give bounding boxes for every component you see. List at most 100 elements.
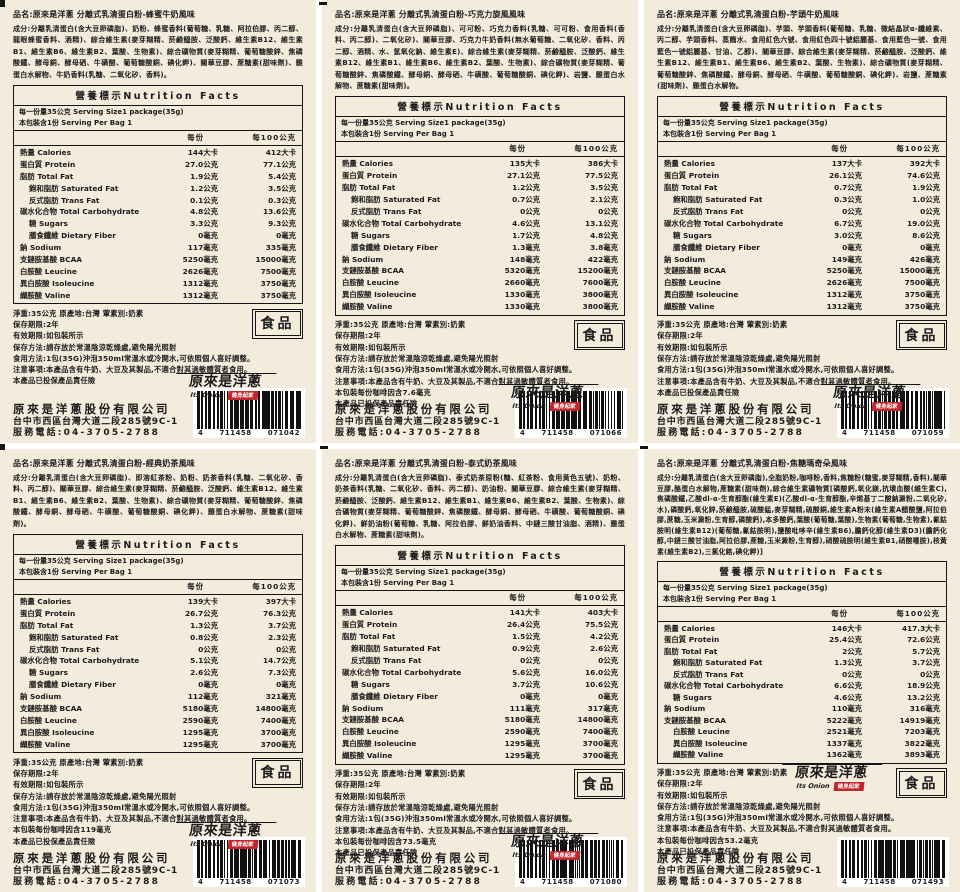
expiry-line: 有效期限:如包裝所示: [335, 791, 406, 801]
nutrient-name: 異白胺酸 Isoleucine: [342, 290, 417, 300]
product-label: 品名:原來是洋蔥 分離式乳清蛋白粉-巧克力旋風風味 成分:分離乳清蛋白(含大豆卵…: [322, 0, 638, 443]
nutrient-per-100g: 7500毫克: [260, 266, 296, 276]
nutrient-per-serving: 1312毫克: [826, 302, 862, 312]
nutrient-per-100g: 0.3公克: [268, 195, 296, 205]
nutrient-per-serving: 2.6公克: [190, 668, 218, 678]
nutrient-name: 熱量 Calories: [20, 596, 71, 606]
insurance-line: 本產品已投保產品責任險: [13, 836, 96, 846]
nutrient-per-serving: 26.1公克: [828, 171, 862, 181]
nutrient-per-serving: 112毫克: [187, 692, 218, 702]
shelf-life-line: 保存期限:2年: [657, 779, 703, 789]
nutrient-per-100g: 403大卡: [587, 608, 618, 618]
nutrient-name: 鈉 Sodium: [342, 254, 384, 264]
product-name: 品名:原來是洋蔥 分離式乳清蛋白粉-焦糖瑪奇朵風味: [657, 459, 848, 468]
nutrient-per-serving: 0毫克: [842, 242, 862, 252]
nutrient-row: 熱量 Calories 137大卡 392大卡: [658, 158, 946, 170]
nutrient-row: 脂肪 Total Fat 2公克 5.7公克: [658, 646, 946, 658]
nutrient-name: 鈉 Sodium: [664, 704, 706, 714]
product-name: 品名:原來是洋蔥 分離式乳清蛋白粉-蜂蜜牛奶風味: [13, 10, 196, 19]
nutrient-per-100g: 13.6公克: [262, 207, 296, 217]
nutrient-row: 飽和脂肪 Saturated Fat 1.3公克 3.7公克: [658, 657, 946, 669]
nutrition-table: 營養標示Nutrition Facts 每一份量35公克 Serving Siz…: [13, 534, 303, 754]
serving-per-bag-line: 本包裝含1份 Serving Per Bag 1: [663, 594, 777, 603]
brand-logo-badge: 健身起家: [871, 401, 903, 411]
nutrient-per-serving: 111毫克: [509, 703, 540, 713]
nutrition-title: 營養標示Nutrition Facts: [658, 97, 946, 117]
warning-line: 注意事項:本產品含有牛奶、大豆及其製品,不適合對其過敏體質者食用。: [335, 825, 574, 835]
nutrient-per-100g: 13.1公克: [584, 218, 618, 228]
nutrient-row: 蛋白質 Protein 26.4公克 75.5公克: [336, 619, 624, 631]
column-header-per-serving: 每份: [509, 593, 526, 603]
storage-line: 保存方法:請存放於常溫陰涼乾燥處,避免陽光照射: [657, 353, 821, 363]
nutrient-per-serving: 1312毫克: [826, 290, 862, 300]
company-name: 原來是洋蔥股份有限公司: [657, 401, 815, 416]
nutrient-row: 飽和脂肪 Saturated Fat 0.9公克 2.6公克: [336, 643, 624, 655]
warning-line: 注意事項:本產品含有牛奶、大豆及其製品,不適合對其過敏體質者食用。: [657, 824, 896, 834]
nutrient-name: 膳食纖維 Dietary Fiber: [351, 242, 438, 252]
nutrient-name: 支鏈胺基酸 BCAA: [664, 266, 727, 276]
nutrient-per-100g: 3700毫克: [260, 739, 296, 749]
nutrient-per-serving: 6.7公克: [834, 218, 862, 228]
warning-line: 注意事項:本產品含有牛奶、大豆及其製品,不適合對其過敏體質者食用。: [657, 376, 896, 386]
company-phone: 服務電話:04-3705-2788: [335, 428, 483, 438]
nutrient-per-100g: 422毫克: [587, 254, 618, 264]
nutrient-name: 白胺酸 Leucine: [20, 266, 77, 276]
nutrient-row: 蛋白質 Protein 25.4公克 72.6公克: [658, 634, 946, 646]
nutrient-name: 熱量 Calories: [342, 159, 393, 169]
company-block: 原來是洋蔥股份有限公司 台中市西區台灣大道二段285號9C-1 服務電話:04-…: [657, 852, 822, 888]
company-block: 原來是洋蔥股份有限公司 台中市西區台灣大道二段285號9C-1 服務電話:04-…: [335, 852, 500, 888]
nutrient-per-100g: 417.3大卡: [901, 623, 940, 633]
nutrient-row: 鈉 Sodium 117毫克 335毫克: [14, 242, 302, 254]
nutrient-name: 蛋白質 Protein: [342, 620, 398, 630]
nutrient-name: 熱量 Calories: [20, 147, 71, 157]
nutrient-per-100g: 8.6公克: [912, 230, 940, 240]
food-badge-text: 食品: [576, 322, 623, 348]
company-phone: 服務電話:04-3705-2788: [13, 428, 161, 438]
usage-line: 食用方法:1包(35G)沖泡350ml常溫水或冷開水,可依照個人喜好調整。: [657, 365, 899, 375]
nutrient-name: 糖 Sugars: [29, 219, 68, 229]
nutrient-per-serving: 1.2公克: [512, 183, 540, 193]
nutrient-per-serving: 0.3公克: [834, 195, 862, 205]
nutrient-per-serving: 5.1公克: [190, 656, 218, 666]
barcode-digit-group: 071493: [911, 878, 944, 886]
barcode-digit-group: 711458: [863, 429, 896, 437]
nutrient-name: 纈胺酸 Valine: [20, 290, 71, 300]
column-header-per-serving: 每份: [831, 609, 848, 618]
brand-logo-en: Its Onion: [190, 839, 225, 848]
nutrient-row: 白胺酸 Leucine 2521毫克 7203毫克: [658, 726, 946, 738]
nutrient-per-100g: 18.9公克: [906, 681, 940, 691]
net-weight-line: 淨重:35公克 原產地:台灣 葷素別:奶素: [13, 308, 144, 318]
brand-logo-zh: 原來是洋蔥: [496, 384, 599, 402]
barcode-number: 4 711458 071073: [197, 878, 301, 886]
column-header-per-serving: 每份: [831, 144, 848, 154]
nutrient-per-100g: 7500毫克: [904, 278, 940, 288]
nutrient-per-100g: 392大卡: [909, 159, 940, 169]
barcode-digit-group: 711458: [219, 429, 252, 437]
nutrient-name: 纈胺酸 Valine: [342, 302, 393, 312]
nutrient-row: 反式脂肪 Trans Fat 0公克 0公克: [658, 669, 946, 681]
usage-line: 食用方法:1包(35G)沖泡350ml常溫水或冷開水,可依照個人喜好調整。: [335, 365, 577, 375]
expiry-line: 有效期限:如包裝所示: [13, 780, 84, 790]
registration-mark: [319, 2, 327, 5]
serving-per-bag-line: 本包裝含1份 Serving Per Bag 1: [19, 118, 133, 127]
barcode-number: 4 711458 071080: [519, 878, 623, 886]
usage-line: 食用方法:1包(35G)沖泡350ml常溫水或冷開水,可依照個人喜好調整。: [13, 802, 255, 812]
storage-line: 保存方法:請存放於常溫陰涼乾燥處,避免陽光照射: [13, 791, 177, 801]
nutrient-per-100g: 386大卡: [587, 159, 618, 169]
nutrient-row: 異白胺酸 Isoleucine 1312毫克 3750毫克: [14, 277, 302, 289]
nutrient-per-100g: 2.3公克: [268, 632, 296, 642]
nutrient-name: 熱量 Calories: [664, 623, 715, 633]
nutrient-per-100g: 5.4公克: [268, 171, 296, 181]
nutrient-per-serving: 25.4公克: [828, 635, 862, 645]
food-badge-text: 食品: [898, 770, 945, 796]
nutrient-per-100g: 3750毫克: [260, 278, 296, 288]
nutrient-row: 反式脂肪 Trans Fat 0公克 0公克: [336, 206, 624, 218]
serving-info: 每一份量35公克 Serving Size1 package(35g) 本包裝含…: [14, 106, 302, 131]
nutrient-per-100g: 13.2公克: [906, 692, 940, 702]
nutrient-row: 碳水化合物 Total Carbohydrate 4.6公克 13.1公克: [336, 217, 624, 229]
registration-mark: [320, 446, 328, 449]
nutrient-per-100g: 321毫克: [265, 692, 296, 702]
nutrient-name: 異白胺酸 Isoleucine: [20, 278, 95, 288]
nutrient-per-serving: 117毫克: [187, 243, 218, 253]
nutrient-row: 異白胺酸 Isoleucine 1330毫克 3800毫克: [336, 289, 624, 301]
